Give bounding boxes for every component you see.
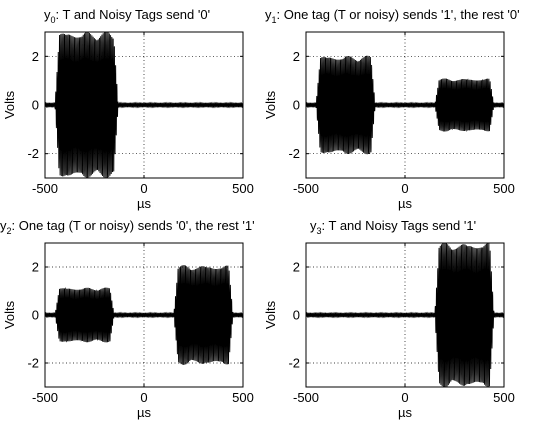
y-tick-label: 0 — [32, 98, 39, 113]
waveform-series — [306, 243, 504, 387]
x-tick-label: -500 — [293, 390, 319, 405]
x-tick-label: 0 — [401, 181, 408, 196]
y-axis-label: Volts — [263, 90, 278, 119]
subplot-1: -500 0 500 -2 0 2 µs Volts y1: One tag (T or noi… — [263, 7, 520, 211]
x-axis-label: µs — [137, 196, 151, 211]
x-axis-label: µs — [137, 405, 151, 420]
title-subscript: 2 — [7, 226, 12, 236]
y-tick-label: 0 — [32, 308, 39, 323]
subplot-title: y1: One tag (T or noisy) sends '1', the … — [265, 7, 520, 25]
x-tick-label: -500 — [32, 181, 58, 196]
y-tick-label: -2 — [27, 356, 39, 371]
x-tick-label: 500 — [232, 390, 254, 405]
y-axis-label: Volts — [2, 300, 17, 329]
x-tick-label: 500 — [493, 390, 515, 405]
title-prefix: y — [310, 218, 317, 233]
y-tick-label: -2 — [288, 356, 300, 371]
title-text: : One tag (T or noisy) sends '0', the re… — [12, 218, 255, 233]
subplot-3: -500 0 500 -2 0 2 µs Volts y3: T and Noisy Tags … — [263, 218, 515, 420]
title-prefix: y — [0, 218, 7, 233]
x-axis-label: µs — [398, 405, 412, 420]
x-axis-label: µs — [398, 196, 412, 211]
title-subscript: 0 — [51, 15, 56, 25]
x-tick-label: 500 — [232, 181, 254, 196]
y-axis-label: Volts — [263, 300, 278, 329]
title-prefix: y — [265, 7, 272, 22]
title-prefix: y — [44, 7, 51, 22]
subplot-title: y2: One tag (T or noisy) sends '0', the … — [0, 218, 255, 236]
x-tick-label: -500 — [32, 390, 58, 405]
x-tick-label: 0 — [140, 181, 147, 196]
waveform-series — [45, 265, 243, 365]
waveform-series — [306, 55, 504, 155]
x-tick-label: -500 — [293, 181, 319, 196]
subplot-title: y3: T and Noisy Tags send '1' — [310, 218, 476, 236]
title-text: : T and Noisy Tags send '1' — [322, 218, 477, 233]
y-tick-label: 0 — [293, 308, 300, 323]
y-tick-label: 0 — [293, 98, 300, 113]
waveform-line — [306, 243, 504, 387]
y-tick-label: 2 — [293, 49, 300, 64]
y-axis-label: Volts — [2, 90, 17, 119]
waveform-series — [45, 32, 243, 178]
x-tick-label: 0 — [140, 390, 147, 405]
title-subscript: 3 — [317, 226, 322, 236]
y-tick-label: 2 — [32, 49, 39, 64]
x-tick-label: 0 — [401, 390, 408, 405]
y-tick-label: 2 — [32, 260, 39, 275]
waveform-line — [306, 55, 504, 155]
waveform-line — [45, 265, 243, 365]
title-text: : One tag (T or noisy) sends '1', the re… — [277, 7, 520, 22]
waveform-line — [45, 32, 243, 178]
y-tick-label: 2 — [293, 260, 300, 275]
y-tick-label: -2 — [27, 146, 39, 161]
subplot-title: y0: T and Noisy Tags send '0' — [44, 7, 210, 25]
title-text: : T and Noisy Tags send '0' — [56, 7, 211, 22]
x-tick-label: 500 — [493, 181, 515, 196]
title-subscript: 1 — [272, 15, 277, 25]
y-tick-label: -2 — [288, 146, 300, 161]
